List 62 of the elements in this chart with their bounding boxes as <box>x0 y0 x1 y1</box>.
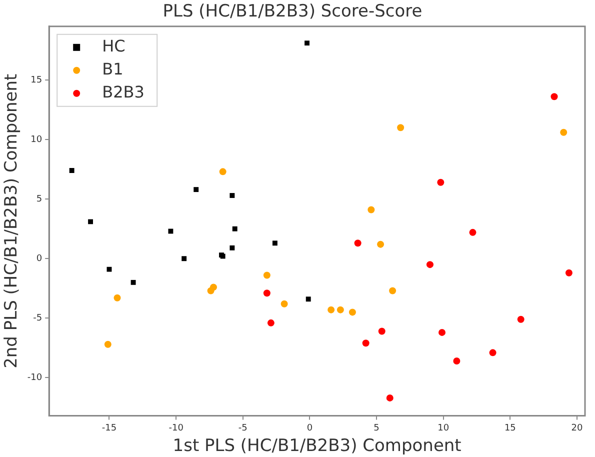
x-axis-title: 1st PLS (HC/B1/B2B3) Component <box>172 436 462 456</box>
x-tick-label: 0 <box>306 424 313 434</box>
y-tick-label: -10 <box>27 373 42 384</box>
point <box>362 340 370 347</box>
x-tick-label: -10 <box>168 424 184 434</box>
point <box>453 358 460 365</box>
point <box>306 296 311 302</box>
y-tick-label: 15 <box>30 75 42 86</box>
point <box>328 306 335 314</box>
legend-label: B2B3 <box>102 82 144 102</box>
point <box>114 294 121 302</box>
point <box>336 306 344 314</box>
point <box>354 240 362 247</box>
point <box>106 266 112 272</box>
point <box>280 300 288 308</box>
x-tick-label: -5 <box>238 424 248 434</box>
point <box>426 261 434 268</box>
point <box>304 40 310 46</box>
legend-label: B1 <box>102 60 124 79</box>
point <box>168 228 174 234</box>
point <box>272 240 278 246</box>
point <box>437 178 444 186</box>
point <box>69 168 74 173</box>
point <box>263 272 270 279</box>
point <box>378 328 386 335</box>
y-tick-label: -5 <box>33 313 42 324</box>
point <box>104 340 112 348</box>
point <box>230 245 235 250</box>
point <box>263 290 270 297</box>
point <box>130 280 136 285</box>
point <box>550 93 558 100</box>
y-tick-label: 0 <box>36 254 42 264</box>
chart-title: PLS (HC/B1/B2B3) Score-Score <box>162 2 422 22</box>
point <box>386 394 394 402</box>
point <box>565 269 572 276</box>
point <box>489 349 496 356</box>
point <box>267 319 274 326</box>
point <box>438 328 446 336</box>
point <box>397 124 404 132</box>
x-tick-label: -15 <box>102 424 117 434</box>
point <box>88 219 94 224</box>
x-tick-label: 20 <box>571 424 583 434</box>
point <box>182 256 187 262</box>
point <box>560 128 568 136</box>
point <box>219 168 226 176</box>
point <box>194 187 199 192</box>
x-tick-label: 10 <box>438 424 450 434</box>
y-axis-title: 2nd PLS (HC/B1/B2B3) Component <box>2 73 22 368</box>
point <box>210 284 217 291</box>
point <box>230 193 235 198</box>
x-tick-label: 15 <box>504 424 516 434</box>
point <box>377 240 384 248</box>
point <box>348 308 356 316</box>
point <box>469 228 476 236</box>
point <box>232 226 238 232</box>
x-tick-label: 5 <box>374 424 380 434</box>
y-tick-label: 5 <box>36 194 42 204</box>
point <box>517 316 524 323</box>
y-tick-label: 10 <box>30 134 42 145</box>
point <box>368 206 375 214</box>
legend-label: HC <box>102 36 126 56</box>
point <box>389 287 396 294</box>
